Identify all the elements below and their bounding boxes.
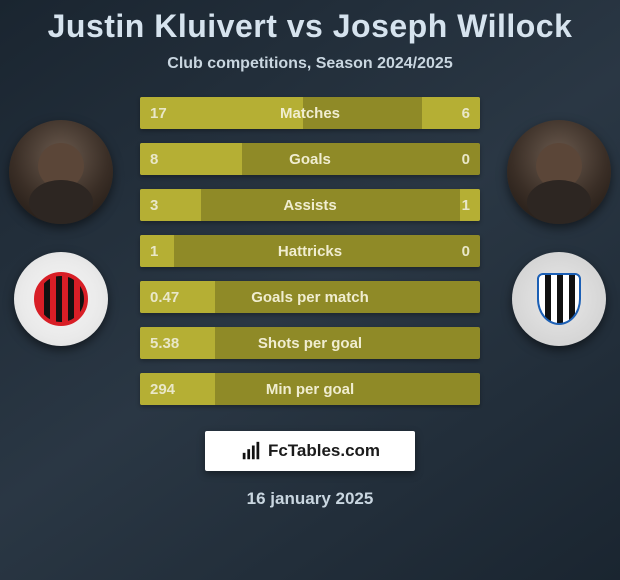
left-club-crest [14, 252, 108, 346]
stat-row: 0.47 Goals per match [140, 281, 480, 313]
stat-row: 3 Assists 1 [140, 189, 480, 221]
stat-label: Hattricks [278, 243, 342, 260]
stat-value-left: 1 [150, 243, 158, 260]
date-label: 16 january 2025 [247, 489, 374, 509]
stat-value-right: 0 [462, 151, 470, 168]
stat-fill-right [422, 97, 480, 129]
stats-list: 17 Matches 6 8 Goals 0 3 Assists 1 1 Hattricks 0 0.4… [140, 97, 480, 405]
stat-label: Assists [283, 197, 336, 214]
left-player-avatar [9, 120, 113, 224]
fctables-badge[interactable]: FcTables.com [205, 431, 415, 471]
stat-label: Matches [280, 105, 340, 122]
left-player-column [6, 120, 116, 346]
subtitle: Club competitions, Season 2024/2025 [167, 55, 452, 73]
stat-row: 17 Matches 6 [140, 97, 480, 129]
stat-value-right: 1 [462, 197, 470, 214]
stat-label: Goals [289, 151, 331, 168]
stat-value-left: 0.47 [150, 289, 179, 306]
stat-row: 1 Hattricks 0 [140, 235, 480, 267]
right-player-column [504, 120, 614, 346]
stat-value-left: 8 [150, 151, 158, 168]
right-club-crest [512, 252, 606, 346]
stat-value-left: 3 [150, 197, 158, 214]
stat-value-left: 294 [150, 381, 175, 398]
stat-row: 5.38 Shots per goal [140, 327, 480, 359]
stat-value-right: 6 [462, 105, 470, 122]
stat-value-left: 5.38 [150, 335, 179, 352]
page-title: Justin Kluivert vs Joseph Willock [48, 8, 573, 45]
fctables-label: FcTables.com [268, 441, 380, 461]
comparison-card: Justin Kluivert vs Joseph Willock Club c… [0, 0, 620, 580]
right-player-avatar [507, 120, 611, 224]
stat-label: Min per goal [266, 381, 354, 398]
fctables-logo-icon [240, 440, 262, 462]
stat-value-left: 17 [150, 105, 167, 122]
stat-row: 8 Goals 0 [140, 143, 480, 175]
stat-label: Goals per match [251, 289, 369, 306]
stat-row: 294 Min per goal [140, 373, 480, 405]
stat-value-right: 0 [462, 243, 470, 260]
stat-label: Shots per goal [258, 335, 362, 352]
